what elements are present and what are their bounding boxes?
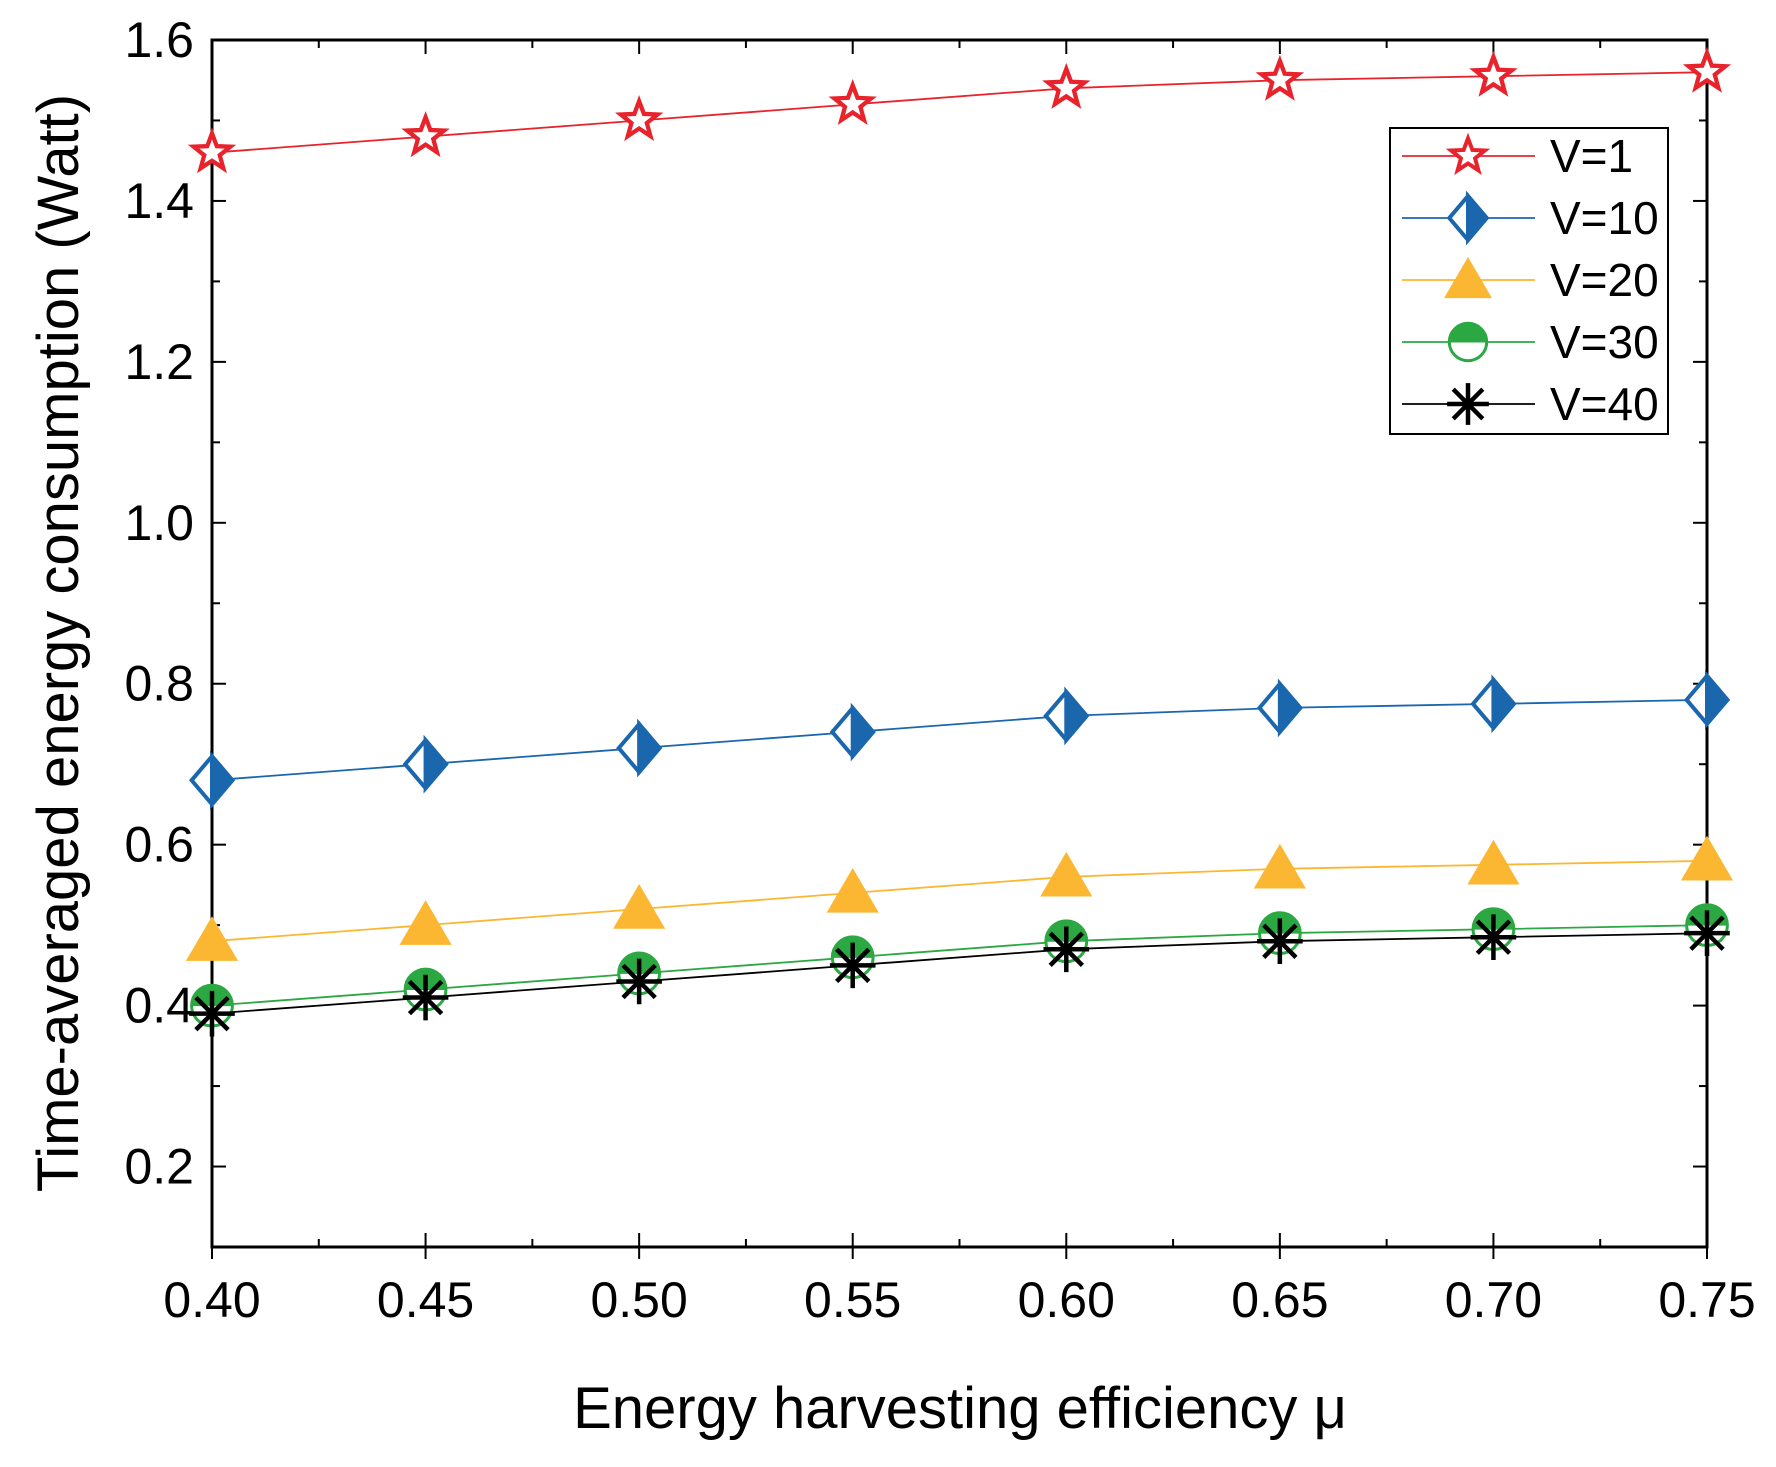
- x-tick-label: 0.45: [377, 1272, 474, 1328]
- data-point-marker-stroke: [835, 947, 871, 984]
- x-tick-label: 0.60: [1018, 1272, 1115, 1328]
- data-point-marker: [185, 916, 239, 961]
- series-line: [211, 859, 1708, 943]
- data-point-marker: [399, 900, 452, 945]
- data-point-marker: [1040, 851, 1093, 897]
- legend-entry: V=30: [1402, 316, 1659, 368]
- data-point-marker-fill: [850, 702, 876, 762]
- legend-label: V=40: [1550, 378, 1659, 430]
- x-axis-title: Energy harvesting efficiency μ: [573, 1376, 1347, 1441]
- y-axis-title: Time-averaged energy consumption (Watt): [26, 94, 91, 1192]
- series-line: [211, 924, 1708, 1007]
- y-tick-label: 1.6: [124, 12, 194, 68]
- data-point-marker-inner: [626, 107, 652, 132]
- data-point-marker-fill: [1277, 678, 1303, 738]
- data-point-marker: [826, 867, 879, 913]
- data-point-marker-inner: [1053, 75, 1079, 99]
- series-v-40: [189, 910, 1730, 1037]
- data-point-marker-inner: [840, 91, 866, 116]
- legend-entry: V=20: [1402, 254, 1659, 306]
- data-point-marker-stroke: [621, 963, 657, 1000]
- legend-label: V=10: [1550, 192, 1659, 244]
- legend-entry: V=10: [1402, 190, 1659, 246]
- legend: V=1 V=10 V=20 V=30 V=40: [1389, 127, 1669, 435]
- data-point-marker-fill: [637, 718, 663, 778]
- y-tick-label: 0.8: [124, 656, 194, 712]
- data-point-marker-inner: [1694, 59, 1720, 83]
- data-point-marker-stroke: [1048, 931, 1084, 967]
- legend-marker-inner: [1456, 143, 1480, 166]
- data-point-marker-fill: [1491, 674, 1517, 734]
- data-point-marker: [1253, 843, 1306, 889]
- x-axis: 0.40 0.45 0.50 0.55 0.60 0.65 0.70 0.75: [163, 40, 1756, 1328]
- legend-entry: V=1: [1402, 130, 1633, 182]
- y-tick-label: 1.4: [124, 173, 194, 229]
- data-point-marker-inner: [1267, 67, 1293, 91]
- legend-marker-fill: [1448, 322, 1488, 343]
- x-tick-label: 0.70: [1445, 1272, 1542, 1328]
- data-point-marker-stroke: [1689, 915, 1725, 951]
- y-tick-label: 1.2: [124, 334, 194, 390]
- y-tick-label: 0.2: [124, 1139, 194, 1195]
- data-point-marker-inner: [1480, 63, 1506, 87]
- data-point-marker-stroke: [194, 995, 230, 1032]
- legend-marker-stroke: [1451, 387, 1485, 421]
- x-tick-label: 0.75: [1658, 1272, 1755, 1328]
- x-tick-label: 0.55: [804, 1272, 901, 1328]
- data-point-marker-stroke: [407, 979, 444, 1016]
- legend-label: V=20: [1550, 254, 1659, 306]
- y-tick-label: 0.4: [124, 978, 194, 1034]
- series-line: [211, 71, 1708, 154]
- series-layer: [185, 46, 1734, 1037]
- y-tick-label: 0.6: [124, 817, 194, 873]
- data-point-marker-fill: [423, 734, 449, 794]
- y-axis: 0.2 0.4 0.6 0.8 1.0 1.2 1.4 1.6: [124, 12, 1707, 1195]
- x-tick-label: 0.50: [590, 1272, 687, 1328]
- data-point-marker: [613, 884, 666, 929]
- legend-box: [1389, 127, 1669, 435]
- data-point-marker-fill: [210, 750, 236, 810]
- data-point-marker: [1680, 835, 1734, 881]
- data-point-marker-fill: [1705, 670, 1731, 730]
- data-point-marker-fill: [1064, 686, 1090, 746]
- series-line: [211, 698, 1708, 782]
- legend-label: V=1: [1550, 130, 1633, 182]
- data-point-marker-inner: [413, 123, 439, 148]
- legend-marker: [1444, 257, 1492, 299]
- series-line: [211, 932, 1708, 1015]
- series-v-1: [187, 46, 1732, 174]
- x-tick-label: 0.65: [1231, 1272, 1328, 1328]
- legend-entry: V=40: [1402, 378, 1659, 430]
- data-point-marker-stroke: [1475, 919, 1512, 955]
- data-point-marker: [1467, 839, 1520, 885]
- series-v-10: [188, 670, 1731, 810]
- x-tick-label: 0.40: [163, 1272, 260, 1328]
- data-point-marker-inner: [199, 139, 225, 164]
- y-tick-label: 1.0: [124, 495, 194, 551]
- legend-marker-fill: [1466, 190, 1490, 246]
- series-v-20: [185, 835, 1734, 961]
- legend-label: V=30: [1550, 316, 1659, 368]
- data-point-marker-stroke: [1262, 923, 1298, 959]
